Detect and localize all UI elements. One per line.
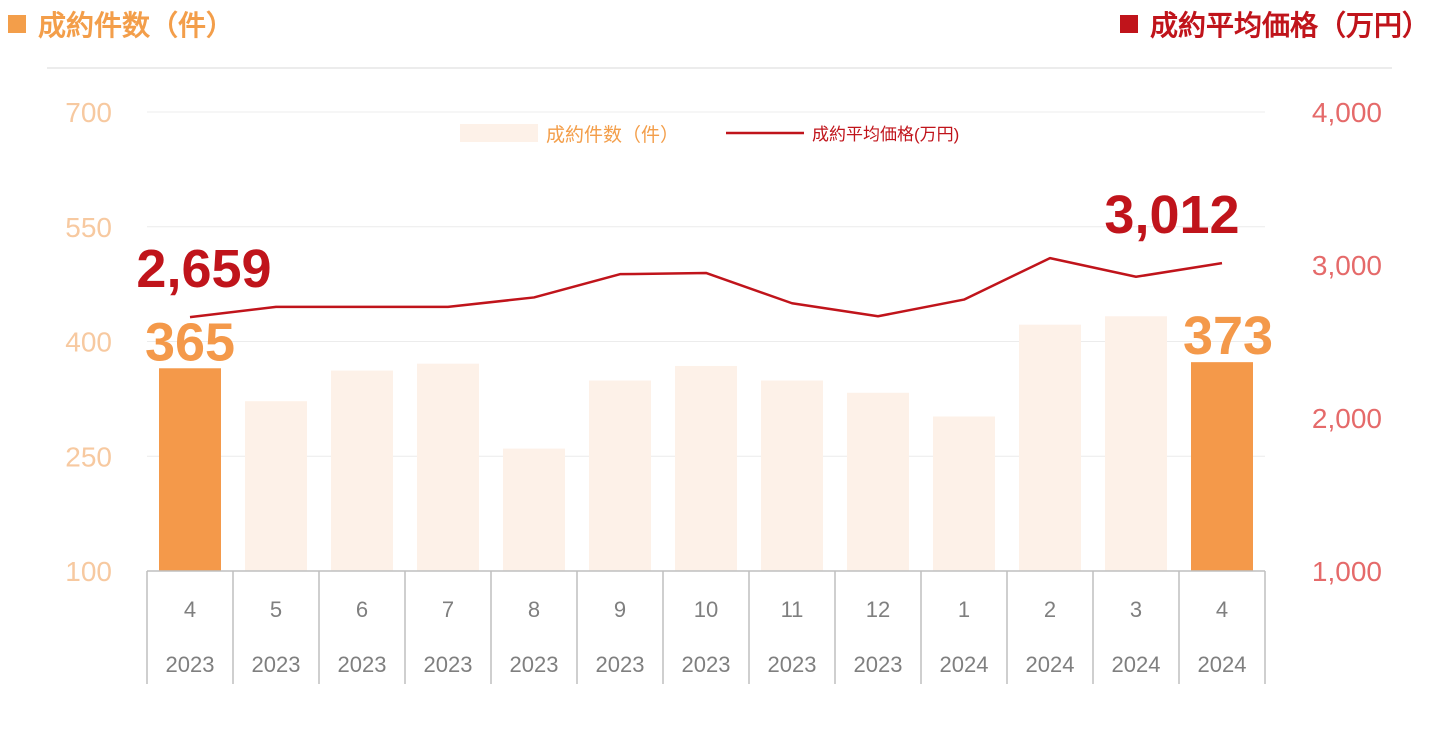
left-axis-tick: 400	[65, 327, 112, 358]
bar-series-header: 成約件数（件）	[8, 4, 234, 44]
left-axis-tick: 700	[65, 97, 112, 128]
x-tick-year: 2024	[1112, 652, 1161, 677]
left-axis-tick: 100	[65, 556, 112, 587]
orange-square-icon	[8, 15, 26, 33]
x-tick-month: 6	[356, 597, 368, 622]
x-tick-month: 12	[866, 597, 890, 622]
left-axis-tick: 550	[65, 212, 112, 243]
line-series-header: 成約平均価格（万円）	[1119, 4, 1430, 44]
x-tick-year: 2023	[682, 652, 731, 677]
legend-bar-swatch	[460, 124, 538, 142]
bar-7-2023	[417, 363, 479, 571]
x-tick-year: 2023	[510, 652, 559, 677]
right-axis-tick: 1,000	[1312, 556, 1382, 587]
x-tick-month: 4	[1216, 597, 1228, 622]
x-tick-year: 2023	[338, 652, 387, 677]
bar-4-2023	[159, 368, 221, 571]
data-label-bar-0: 365	[145, 312, 235, 372]
bar-6-2023	[331, 370, 393, 571]
bar-series-header-text: 成約件数（件）	[38, 9, 235, 42]
x-tick-month: 5	[270, 597, 282, 622]
x-tick-year: 2024	[940, 652, 989, 677]
bar-2-2024	[1019, 324, 1081, 571]
x-tick-year: 2023	[596, 652, 645, 677]
x-tick-month: 9	[614, 597, 626, 622]
x-tick-month: 7	[442, 597, 454, 622]
price-line	[189, 256, 1223, 319]
right-axis-tick: 4,000	[1312, 97, 1382, 128]
bar-4-2024	[1191, 362, 1253, 571]
bar-8-2023	[503, 448, 565, 571]
right-axis-tick: 3,000	[1312, 250, 1382, 281]
legend-line-label: 成約平均価格(万円)	[812, 125, 959, 144]
x-tick-month: 11	[781, 597, 804, 622]
bar-11-2023	[761, 380, 823, 571]
left-axis-tick: 250	[65, 441, 112, 472]
x-tick-month: 10	[694, 597, 718, 622]
data-label-line-0: 2,659	[136, 239, 271, 299]
right-axis-tick: 2,000	[1312, 403, 1382, 434]
x-tick-year: 2023	[854, 652, 903, 677]
bar-5-2023	[245, 401, 307, 571]
bar-9-2023	[589, 380, 651, 571]
x-tick-year: 2023	[252, 652, 301, 677]
data-label-bar-12: 373	[1183, 306, 1273, 366]
x-tick-month: 4	[184, 597, 196, 622]
red-square-icon	[1119, 15, 1138, 33]
x-tick-month: 3	[1130, 597, 1142, 622]
x-tick-year: 2023	[424, 652, 473, 677]
x-tick-year: 2023	[166, 652, 215, 677]
x-tick-year: 2024	[1026, 652, 1075, 677]
line-series-header-text: 成約平均価格（万円）	[1149, 9, 1430, 42]
x-tick-month: 2	[1044, 597, 1056, 622]
bar-3-2024	[1105, 316, 1167, 571]
x-tick-year: 2023	[768, 652, 817, 677]
data-label-line-12: 3,012	[1104, 185, 1239, 245]
bar-1-2024	[933, 416, 995, 571]
legend-bar-label: 成約件数（件）	[546, 124, 679, 146]
x-tick-year: 2024	[1198, 652, 1247, 677]
bar-10-2023	[675, 365, 737, 571]
bar-12-2023	[847, 392, 909, 571]
x-tick-month: 8	[528, 597, 540, 622]
x-tick-month: 1	[958, 597, 970, 622]
